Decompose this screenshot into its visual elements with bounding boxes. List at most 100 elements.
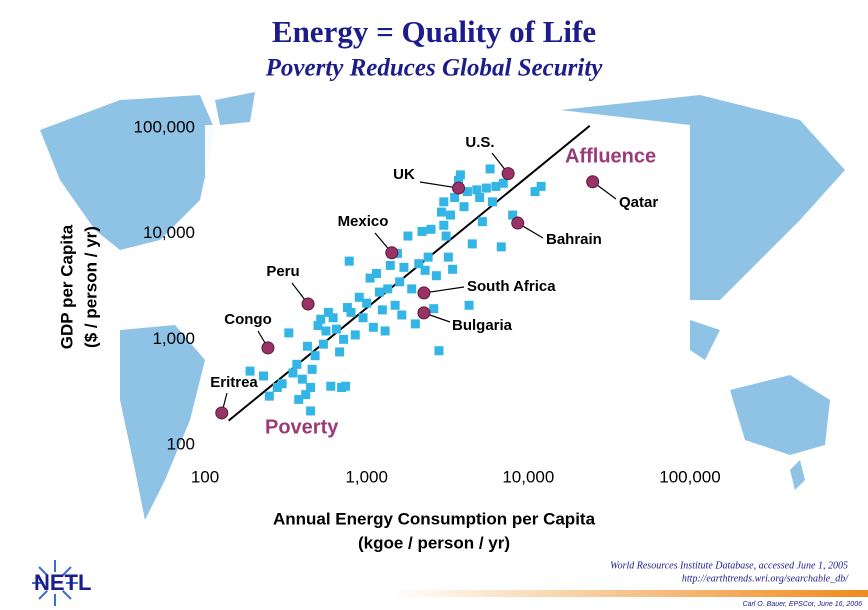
source: World Resources Institute Database, acce… (610, 560, 848, 571)
x-axis-label: Annual Energy Consumption per Capita (273, 509, 596, 528)
point (485, 164, 495, 174)
chart-title: Energy = Quality of Life (272, 14, 596, 49)
point (328, 313, 338, 323)
x-axis-label: (kgoe / person / yr) (358, 533, 510, 552)
credit: Carl O. Bauer, EPSCor, June 16, 2006 (743, 601, 863, 608)
point (306, 383, 316, 393)
point (530, 187, 540, 197)
point-label: U.S. (465, 134, 494, 151)
point (365, 273, 375, 283)
point (350, 330, 360, 340)
highlight-point (586, 175, 600, 189)
point (464, 300, 474, 310)
point (383, 284, 393, 294)
point (403, 231, 413, 241)
point (377, 305, 387, 315)
annotation: Affluence (565, 145, 656, 167)
point (313, 321, 323, 331)
point (496, 242, 506, 252)
point (434, 346, 444, 356)
point (455, 170, 465, 180)
point (508, 210, 518, 220)
point (316, 314, 326, 324)
point (472, 185, 482, 195)
point (342, 303, 352, 313)
plot-area (205, 125, 690, 445)
point (498, 178, 508, 188)
point-label: UK (393, 166, 415, 183)
highlight-point (301, 297, 315, 311)
point (294, 394, 304, 404)
point (302, 341, 312, 351)
highlight-point (385, 246, 399, 260)
point (335, 347, 345, 357)
point (459, 202, 469, 212)
highlight-point (215, 406, 229, 420)
highlight-point (417, 286, 431, 300)
logo-core (44, 572, 66, 594)
y-tick-label: 10,000 (143, 223, 195, 242)
point (346, 307, 356, 317)
x-tick-label: 1,000 (345, 467, 388, 486)
point (326, 381, 336, 391)
point-label: Peru (266, 263, 299, 280)
point (288, 368, 298, 378)
point (390, 300, 400, 310)
point (407, 284, 417, 294)
point (292, 359, 302, 369)
logo: NETL (34, 570, 91, 595)
leader-line (419, 181, 459, 189)
y-tick-label: 1,000 (152, 329, 195, 348)
point (423, 252, 433, 262)
point-label: Bahrain (546, 231, 602, 248)
leader-line (423, 286, 465, 294)
point (318, 339, 328, 349)
footer-bar (390, 590, 868, 597)
point (417, 226, 427, 236)
point (445, 210, 455, 220)
point (448, 264, 458, 274)
point (454, 175, 464, 185)
point (321, 326, 331, 336)
point (439, 220, 449, 230)
highlight-point (261, 341, 275, 355)
y-tick-label: 100 (167, 434, 195, 453)
point (481, 183, 491, 193)
point (331, 324, 341, 334)
point (368, 322, 378, 332)
point (307, 364, 317, 374)
highlight-point (501, 167, 515, 181)
annotation: Poverty (265, 416, 339, 438)
point (341, 381, 351, 391)
point (441, 231, 451, 241)
chart-subtitle: Poverty Reduces Global Security (265, 55, 604, 82)
point (462, 187, 472, 197)
point (284, 328, 294, 338)
point (323, 307, 333, 317)
point-label: Bulgaria (452, 317, 513, 334)
point (395, 277, 405, 287)
point (429, 304, 439, 314)
point (258, 371, 268, 381)
point (264, 391, 274, 401)
point-label: South Africa (467, 278, 556, 295)
point (426, 224, 436, 234)
point (420, 265, 430, 275)
point (536, 181, 546, 191)
point (310, 351, 320, 361)
y-axis-label: ($ / person / yr) (81, 226, 100, 348)
y-axis-label: GDP per Capita (57, 224, 76, 349)
point (414, 259, 424, 269)
source: http://earthtrends.wri.org/searchable_db… (682, 573, 849, 584)
point-label: Mexico (338, 213, 389, 230)
x-tick-label: 100 (191, 467, 219, 486)
point (399, 262, 409, 272)
point (358, 313, 368, 323)
x-tick-label: 10,000 (502, 467, 554, 486)
point (397, 310, 407, 320)
point (344, 256, 354, 266)
point (272, 383, 282, 393)
point (491, 181, 501, 191)
point (374, 287, 384, 297)
